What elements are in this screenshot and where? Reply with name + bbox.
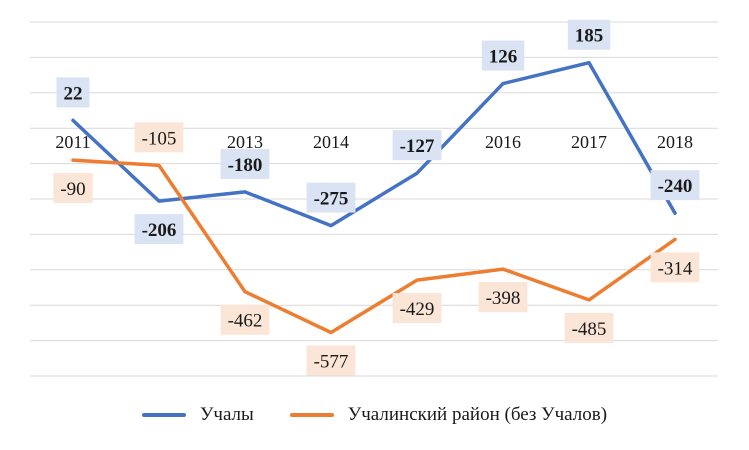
data-label-box xyxy=(220,304,270,335)
data-label-box xyxy=(220,148,270,179)
data-label-text: -398 xyxy=(486,288,521,309)
data-label-box xyxy=(564,312,614,343)
data-label-box xyxy=(53,173,93,204)
data-label-box xyxy=(567,19,611,50)
data-label-box xyxy=(56,77,90,108)
legend: Учалы Учалинский район (без Учалов) xyxy=(0,404,749,426)
data-label-box xyxy=(392,130,442,161)
data-label-text: -127 xyxy=(400,136,435,157)
x-tick-label: 2014 xyxy=(313,132,349,152)
data-label-text: -462 xyxy=(228,311,263,332)
x-tick-label: 2013 xyxy=(227,132,263,152)
data-label-text: -577 xyxy=(314,351,349,372)
legend-swatch-uchaly xyxy=(141,413,186,417)
series-lines xyxy=(71,60,677,335)
data-label-text: -105 xyxy=(142,128,177,149)
data-label-box xyxy=(650,170,700,201)
data-label-box xyxy=(306,182,356,213)
series-line-1 xyxy=(71,158,677,335)
data-label-box xyxy=(478,282,528,313)
data-label-text: -314 xyxy=(658,258,693,279)
legend-label-district: Учалинский район (без Учалов) xyxy=(347,404,608,425)
data-label-text: -275 xyxy=(314,189,349,210)
data-label-box xyxy=(134,122,184,153)
series-line-0 xyxy=(71,60,677,228)
data-label-box xyxy=(134,214,184,245)
data-label-text: -429 xyxy=(400,299,435,320)
data-label-box xyxy=(650,252,700,283)
data-label-text: -240 xyxy=(658,176,693,197)
data-label: -429 xyxy=(392,293,442,324)
data-label: 126 xyxy=(481,40,525,71)
data-label-box xyxy=(306,345,356,376)
legend-label-uchaly: Учалы xyxy=(199,404,254,425)
data-label: -398 xyxy=(478,282,528,313)
data-label: -105 xyxy=(134,122,184,153)
data-label: -127 xyxy=(392,130,442,161)
data-label: -90 xyxy=(53,173,93,204)
legend-swatch-district xyxy=(289,413,334,417)
data-label: -240 xyxy=(650,170,700,201)
data-label: 22 xyxy=(56,77,90,108)
data-label-text: 185 xyxy=(575,26,604,47)
data-label: -462 xyxy=(220,304,270,335)
data-label-text: -485 xyxy=(572,319,607,340)
data-labels: 22 -206 -180 -275 -127 126 185 -240 -90 -105 -462 -… xyxy=(53,19,700,376)
data-label: -206 xyxy=(134,214,184,245)
data-label-text: -180 xyxy=(228,155,263,176)
x-tick-label: 2017 xyxy=(571,132,607,152)
legend-item-uchaly: Учалы xyxy=(141,404,254,426)
data-label-text: 22 xyxy=(64,83,83,104)
x-tick-label: 2011 xyxy=(55,132,90,152)
data-label: 185 xyxy=(567,19,611,50)
x-tick-label: 2016 xyxy=(485,132,521,152)
data-label: -275 xyxy=(306,182,356,213)
data-label-text: -90 xyxy=(60,179,85,200)
data-label-box xyxy=(392,293,442,324)
data-label: -314 xyxy=(650,252,700,283)
data-label-text: -206 xyxy=(142,220,177,241)
data-label-text: 126 xyxy=(489,47,518,68)
data-label-box xyxy=(481,40,525,71)
data-label: -485 xyxy=(564,312,614,343)
data-label: -180 xyxy=(220,148,270,179)
legend-item-district: Учалинский район (без Учалов) xyxy=(289,404,608,426)
x-tick-label: 2018 xyxy=(657,132,693,152)
data-label: -577 xyxy=(306,345,356,376)
